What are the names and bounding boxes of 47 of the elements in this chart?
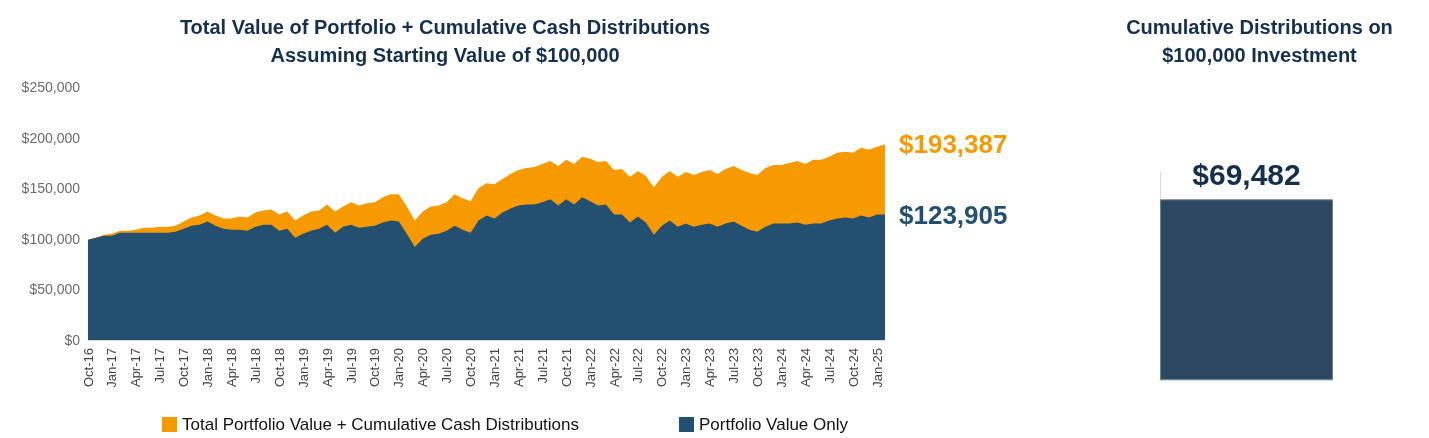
x-tick-label: Jan-19: [295, 348, 311, 388]
x-tick-label: Oct-18: [271, 348, 287, 388]
x-tick-label: Jan-20: [391, 348, 407, 388]
x-tick-label: Jul-21: [534, 348, 550, 384]
x-tick-label: Jul-17: [152, 348, 168, 384]
x-tick-label: Jan-23: [678, 348, 694, 388]
x-tick-label: Jul-24: [821, 348, 837, 384]
chart-title: Total Value of Portfolio + Cumulative Cash Distributions Assuming Starting Value of $100,000: [179, 16, 711, 66]
x-tick-label: Apr-17: [128, 348, 144, 388]
x-tick-label: Jul-20: [439, 348, 455, 384]
x-tick-label: Apr-21: [510, 348, 526, 388]
x-tick-label: Oct-16: [80, 348, 96, 388]
x-tick-label: Apr-18: [223, 348, 239, 388]
data-label: $69,482: [1192, 157, 1301, 191]
x-tick-label: Apr-23: [702, 348, 718, 388]
x-tick-label: Oct-24: [845, 348, 861, 388]
y-tick-label: $100,000: [21, 230, 81, 247]
y-tick-label: $150,000: [21, 180, 81, 197]
x-tick-label: Oct-22: [654, 348, 670, 388]
legend-label: Total Portfolio Value + Cumulative Cash Distributions: [182, 415, 580, 434]
data-label: $193,387: [899, 129, 1008, 160]
x-tick-label: Jan-25: [869, 348, 885, 388]
x-tick-label: Jul-23: [726, 348, 742, 384]
y-tick-label: $50,000: [29, 281, 81, 298]
x-tick-label: Jul-18: [247, 348, 263, 384]
x-tick-label: Oct-19: [367, 348, 383, 388]
chart-title: Cumulative Distributions on $100,000 Investment: [1126, 16, 1393, 66]
x-tick-label: Jul-19: [343, 348, 359, 384]
x-tick-label: Oct-23: [749, 348, 765, 388]
y-tick-label: $0: [64, 332, 81, 348]
x-tick-label: Jan-22: [582, 348, 598, 388]
x-tick-label: Jan-24: [773, 348, 789, 388]
x-tick-label: Apr-22: [606, 348, 622, 388]
x-tick-label: Jul-22: [630, 348, 646, 384]
y-tick-label: $200,000: [21, 129, 81, 146]
x-tick-label: Apr-20: [415, 348, 431, 388]
x-tick-label: Apr-19: [319, 348, 335, 388]
legend-label: Portfolio Value Only: [699, 415, 849, 434]
x-tick-label: Oct-21: [558, 348, 574, 388]
x-tick-label: Jan-21: [486, 348, 502, 388]
x-tick-label: Jan-17: [104, 348, 120, 388]
x-tick-label: Apr-24: [797, 348, 813, 388]
data-label: $123,905: [899, 199, 1008, 230]
x-tick-label: Oct-17: [176, 348, 192, 388]
x-tick-label: Oct-20: [463, 348, 479, 388]
y-tick-label: $250,000: [21, 79, 81, 95]
x-tick-label: Jan-18: [200, 348, 216, 388]
